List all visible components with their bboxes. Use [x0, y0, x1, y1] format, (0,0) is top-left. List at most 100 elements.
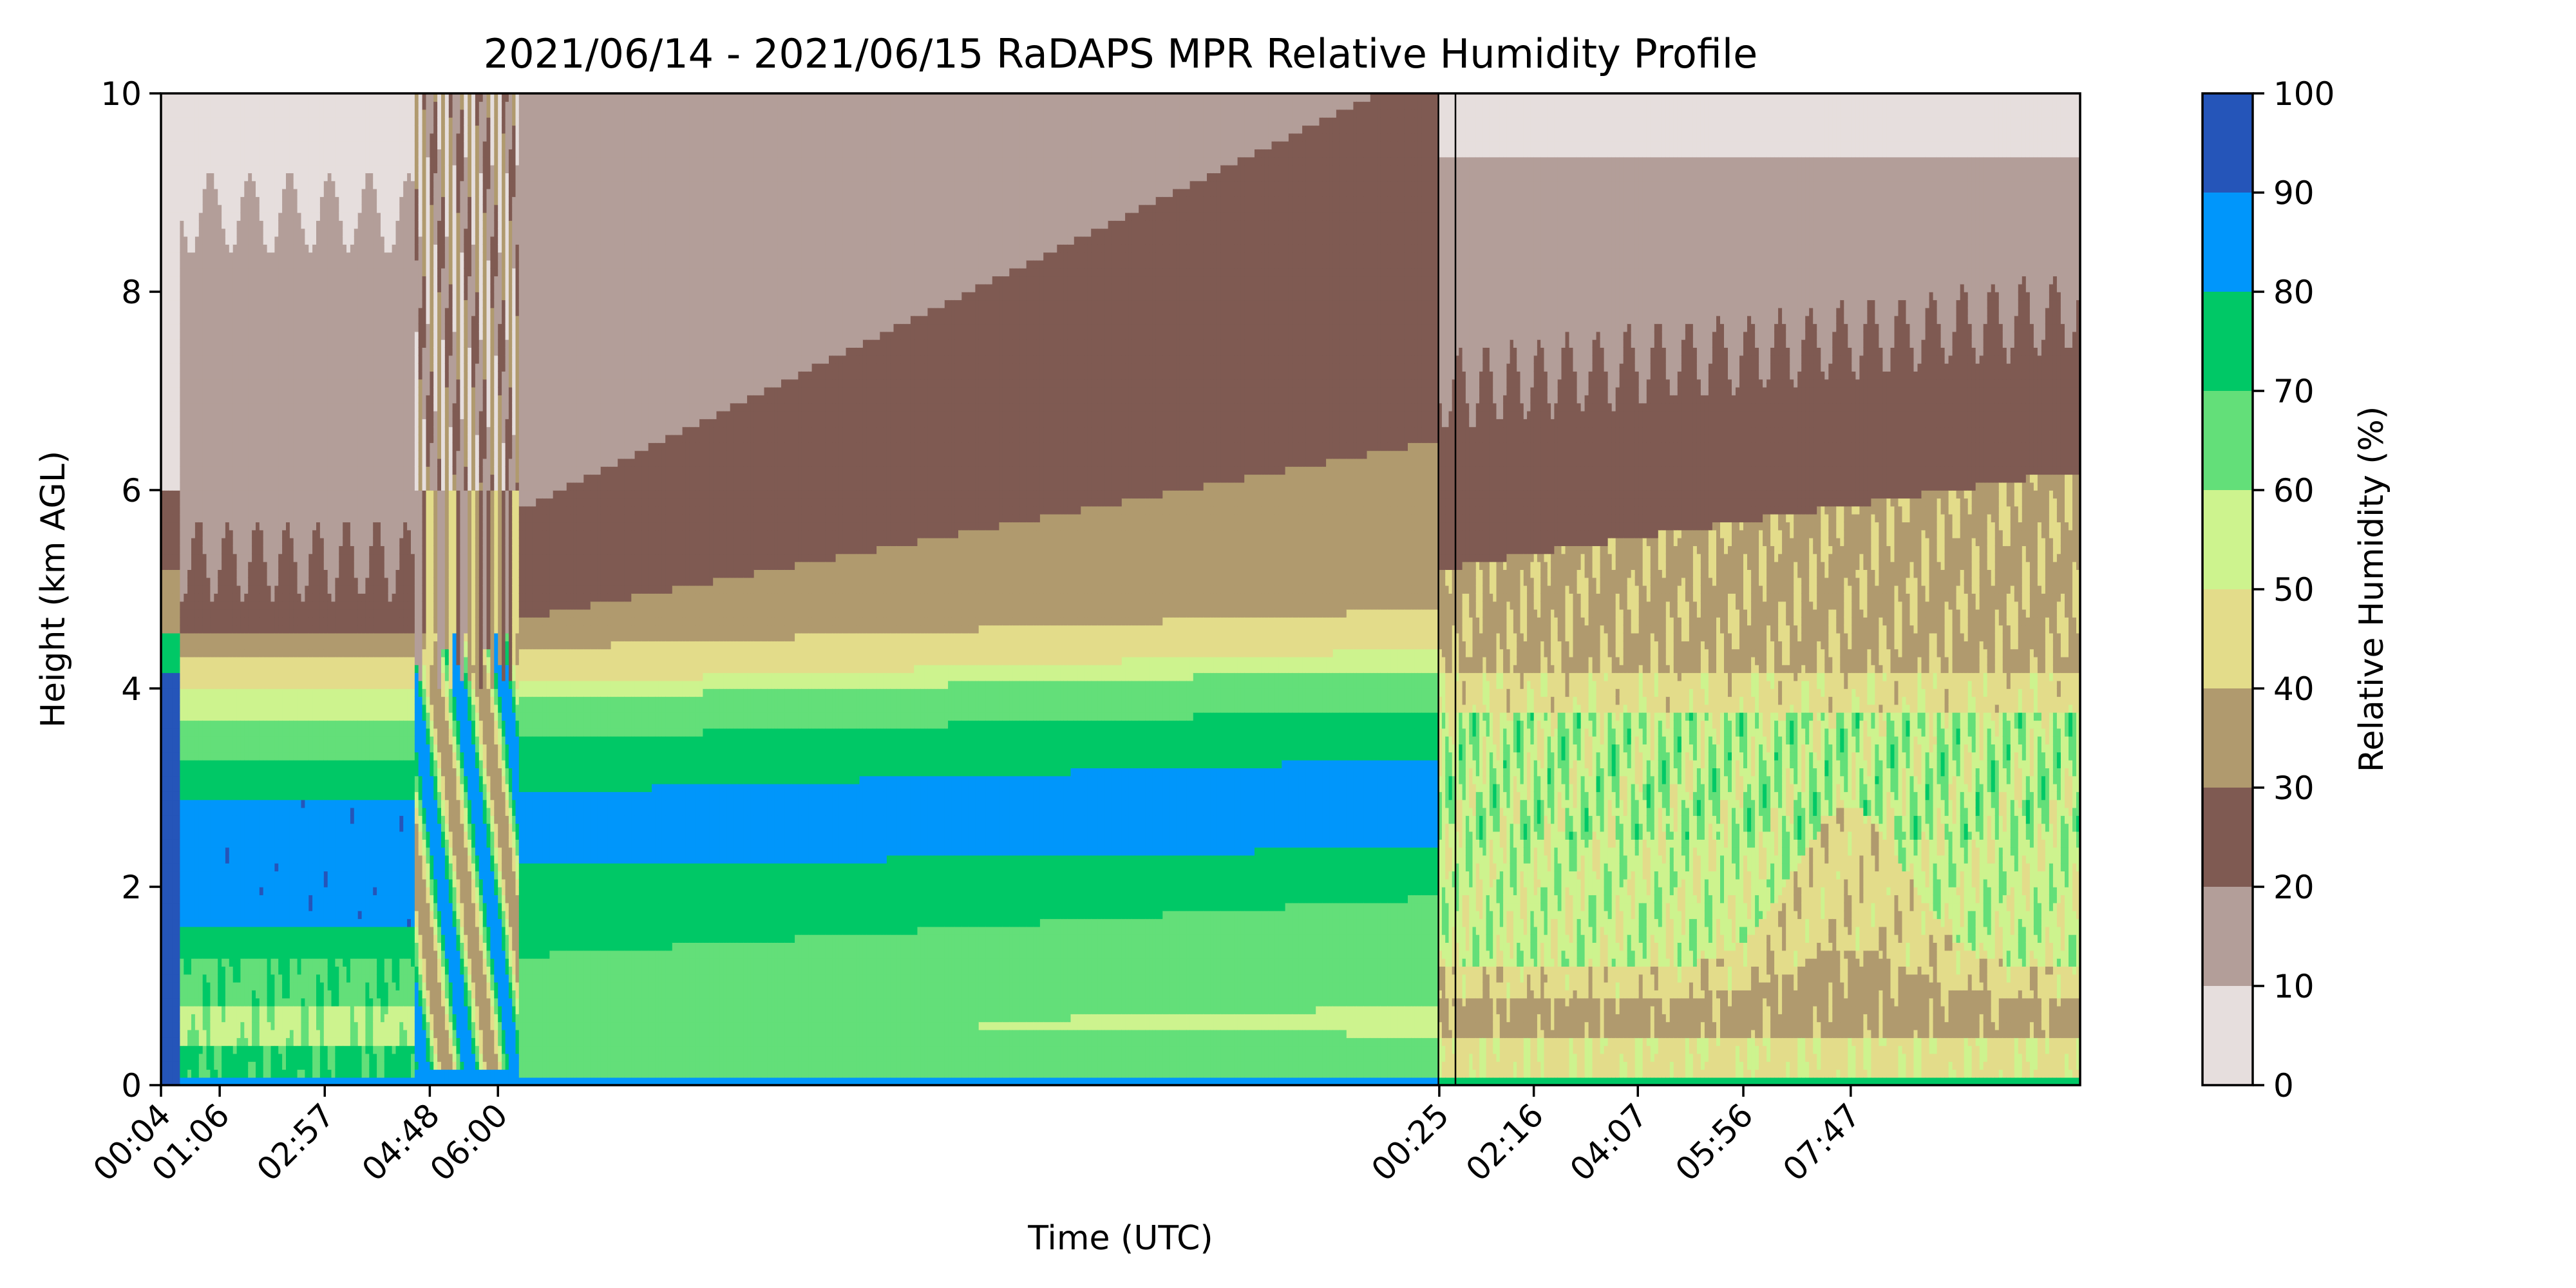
contour-cell — [199, 435, 204, 443]
contour-cell — [214, 347, 218, 355]
contour-cell — [165, 966, 169, 974]
contour-cell — [210, 323, 214, 332]
contour-cell — [203, 1014, 207, 1022]
contour-cell — [218, 490, 222, 498]
contour-cell — [210, 585, 214, 594]
contour-cell — [214, 1030, 218, 1038]
contour-cell — [180, 316, 184, 324]
contour-cell — [169, 641, 173, 649]
contour-cell — [207, 173, 211, 181]
contour-cell — [180, 276, 184, 284]
contour-cell — [214, 403, 218, 412]
contour-cell — [218, 665, 222, 673]
contour-cell — [191, 1006, 196, 1014]
contour-cell — [222, 982, 226, 990]
contour-cell — [203, 459, 207, 467]
contour-cell — [187, 815, 192, 824]
contour-cell — [207, 442, 211, 451]
contour-cell — [191, 284, 196, 292]
contour-cell — [210, 213, 214, 221]
contour-cell — [165, 791, 169, 800]
contour-cell — [203, 395, 207, 403]
contour-cell — [214, 855, 218, 864]
contour-cell — [199, 569, 204, 578]
contour-cell — [210, 617, 214, 625]
contour-cell — [187, 379, 192, 388]
contour-cell — [214, 672, 218, 681]
contour-cell — [169, 387, 173, 395]
contour-cell — [214, 768, 218, 776]
contour-cell — [218, 165, 222, 173]
contour-cell — [176, 863, 181, 871]
contour-cell — [207, 871, 211, 879]
contour-cell — [195, 189, 200, 197]
contour-cell — [207, 696, 211, 705]
contour-cell — [203, 141, 207, 149]
contour-cell — [184, 1006, 188, 1014]
contour-cell — [165, 958, 169, 967]
contour-cell — [191, 839, 196, 848]
contour-cell — [173, 839, 177, 848]
contour-cell — [173, 173, 177, 181]
contour-cell — [214, 649, 218, 657]
contour-cell — [191, 847, 196, 855]
contour-cell — [214, 752, 218, 761]
contour-cell — [218, 395, 222, 403]
contour-cell — [184, 538, 188, 546]
contour-cell — [165, 657, 169, 665]
contour-cell — [199, 149, 204, 157]
contour-cell — [191, 633, 196, 641]
contour-cell — [187, 323, 192, 332]
contour-cell — [207, 308, 211, 316]
contour-cell — [199, 784, 204, 792]
contour-cell — [207, 474, 211, 482]
contour-cell — [222, 1069, 226, 1077]
contour-cell — [210, 958, 214, 967]
contour-cell — [203, 768, 207, 776]
contour-cell — [199, 545, 204, 554]
contour-cell — [199, 823, 204, 831]
contour-cell — [176, 871, 181, 879]
contour-cell — [169, 760, 173, 768]
contour-cell — [165, 982, 169, 990]
contour-cell — [180, 252, 184, 260]
contour-cell — [173, 895, 177, 903]
contour-cell — [214, 308, 218, 316]
contour-cell — [187, 205, 192, 213]
contour-cell — [203, 1006, 207, 1014]
contour-cell — [187, 181, 192, 189]
contour-cell — [210, 649, 214, 657]
contour-cell — [173, 1037, 177, 1046]
contour-cell — [207, 728, 211, 737]
contour-cell — [195, 649, 200, 657]
contour-cell — [180, 347, 184, 355]
contour-cell — [180, 284, 184, 292]
contour-cell — [191, 459, 196, 467]
contour-cell — [199, 220, 204, 229]
contour-cell — [195, 514, 200, 522]
contour-cell — [214, 895, 218, 903]
contour-cell — [203, 649, 207, 657]
contour-cell — [173, 411, 177, 419]
contour-cell — [210, 125, 214, 133]
contour-cell — [165, 117, 169, 126]
contour-cell — [210, 672, 214, 681]
contour-cell — [195, 316, 200, 324]
contour-cell — [207, 569, 211, 578]
contour-cell — [214, 681, 218, 689]
contour-cell — [187, 284, 192, 292]
contour-cell — [199, 911, 204, 919]
contour-cell — [176, 133, 181, 142]
contour-cell — [184, 260, 188, 269]
contour-cell — [203, 808, 207, 816]
contour-cell — [184, 474, 188, 482]
contour-cell — [173, 776, 177, 784]
contour-cell — [222, 951, 226, 959]
contour-cell — [180, 974, 184, 983]
contour-cell — [214, 101, 218, 109]
contour-cell — [218, 332, 222, 340]
contour-cell — [184, 784, 188, 792]
contour-cell — [173, 863, 177, 871]
contour-cell — [180, 847, 184, 855]
contour-cell — [191, 601, 196, 610]
